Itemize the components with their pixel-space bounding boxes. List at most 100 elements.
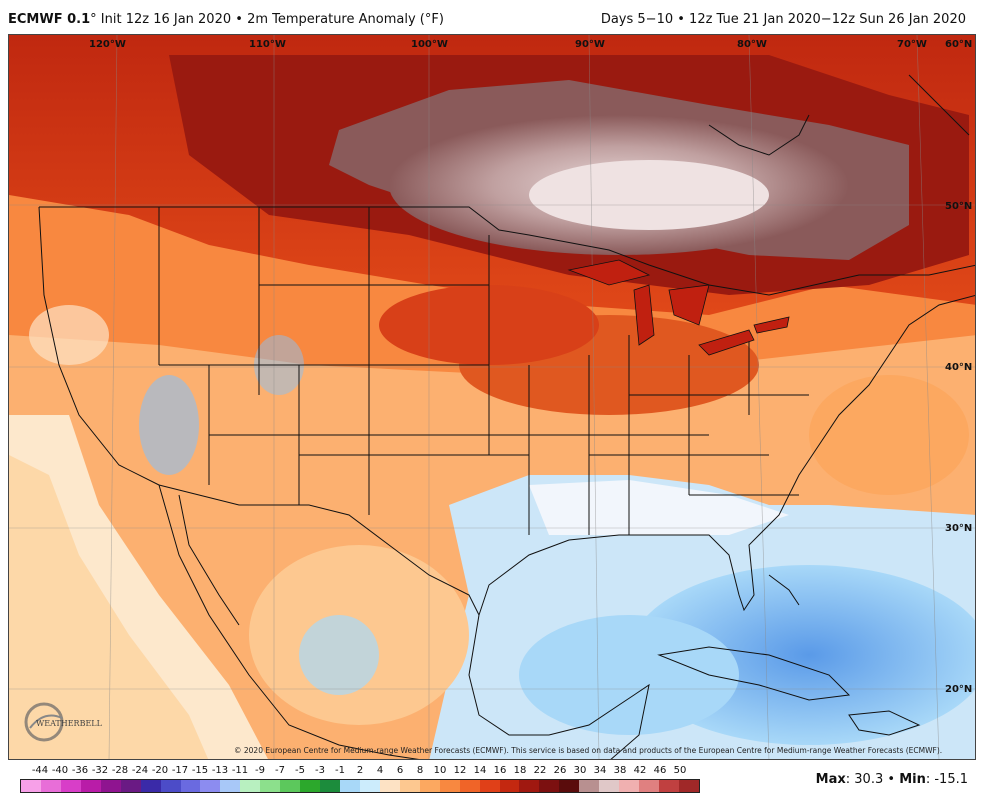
max-min-readout: Max: 30.3 • Min: -15.1 — [815, 772, 968, 787]
colorbar-tick-label: -17 — [171, 765, 189, 776]
colorbar-swatch — [240, 780, 261, 792]
colorbar-tick-label: 34 — [593, 765, 607, 776]
colorbar-tick-label: -5 — [295, 765, 305, 776]
colorbar-tick-label: 42 — [633, 765, 647, 776]
lat-label: 60°N — [945, 39, 973, 50]
lon-label: 110°W — [249, 39, 286, 50]
colorbar-swatch — [619, 780, 640, 792]
mexico-coast — [468, 614, 650, 759]
colorbar-swatch — [678, 780, 699, 792]
colorbar-tick-label: 8 — [416, 765, 424, 776]
svg-text:WEATHERBELL: WEATHERBELL — [36, 719, 102, 728]
us-canada-border — [39, 206, 975, 296]
colorbar-tick-label: 38 — [613, 765, 627, 776]
lat-label: 30°N — [945, 523, 973, 534]
colorbar-tick-label: -44 — [31, 765, 49, 776]
map-canvas — [9, 35, 975, 759]
colorbar-swatch — [539, 780, 560, 792]
colorbar-tick-label: -11 — [231, 765, 249, 776]
colorbar-swatch — [260, 780, 281, 792]
colorbar-swatch — [200, 780, 221, 792]
colorbar-tick-label: -20 — [151, 765, 169, 776]
hispaniola — [848, 710, 921, 736]
graticule — [9, 35, 975, 759]
colorbar — [20, 779, 700, 793]
colorbar-swatch — [180, 780, 201, 792]
weatherbell-logo: WEATHERBELL — [24, 702, 102, 742]
valid-period: Days 5−10 • 12z Tue 21 Jan 2020−12z Sun … — [600, 12, 966, 27]
colorbar-swatch — [379, 780, 400, 792]
colorbar-tick-label: -1 — [335, 765, 345, 776]
lon-label: 120°W — [89, 39, 126, 50]
max-value: : 30.3 — [845, 772, 884, 787]
colorbar-swatch — [300, 780, 321, 792]
colorbar-tick-label: 14 — [473, 765, 487, 776]
colorbar-swatch — [479, 780, 500, 792]
colorbar-ticks: -44 -40 -36 -32 -28 -24 -20 -17 -15 -13 -11 -9 -7 -5-… — [20, 765, 700, 777]
colorbar-swatch — [459, 780, 480, 792]
colorbar-swatch — [399, 780, 420, 792]
colorbar-swatch — [419, 780, 440, 792]
field-name: 2m Temperature Anomaly ( — [247, 12, 425, 27]
colorbar-tick-label: 16 — [493, 765, 507, 776]
copyright-notice: © 2020 European Centre for Medium-range … — [234, 746, 943, 755]
colorbar-swatch — [519, 780, 540, 792]
map-title: ECMWF 0.1° Init 12z 16 Jan 2020 • 2m Tem… — [8, 12, 444, 27]
great-lakes — [567, 259, 790, 356]
colorbar-tick-label: 50 — [673, 765, 687, 776]
colorbar-swatch — [639, 780, 659, 792]
colorbar-tick-label: 4 — [376, 765, 384, 776]
cuba — [657, 646, 851, 701]
lon-label: 70°W — [897, 39, 927, 50]
colorbar-tick-label: 10 — [433, 765, 447, 776]
colorbar-swatch — [160, 780, 181, 792]
colorbar-swatch — [439, 780, 460, 792]
colorbar-swatch — [40, 780, 61, 792]
colorbar-tick-label: -3 — [315, 765, 325, 776]
colorbar-swatch — [559, 780, 580, 792]
colorbar-swatch — [579, 780, 600, 792]
colorbar-swatch — [21, 780, 41, 792]
lat-label: 40°N — [945, 362, 973, 373]
hudson-bay-edge — [708, 114, 810, 156]
colorbar-tick-label: -40 — [51, 765, 69, 776]
colorbar-swatch — [359, 780, 380, 792]
colorbar-tick-label: 6 — [396, 765, 404, 776]
colorbar-swatch — [140, 780, 161, 792]
colorbar-tick-label: 12 — [453, 765, 467, 776]
lat-label: 50°N — [945, 201, 973, 212]
colorbar-tick-label: 2 — [356, 765, 364, 776]
boundaries — [38, 74, 975, 759]
us-mexico-border — [158, 484, 480, 616]
colorbar-swatch — [499, 780, 520, 792]
lon-label: 100°W — [411, 39, 448, 50]
colorbar-swatch — [340, 780, 360, 792]
warm-atlantic — [809, 375, 969, 495]
colorbar-swatch — [599, 780, 620, 792]
anomaly-map: 120°W 110°W 100°W 90°W 80°W 70°W 60°N 50… — [8, 34, 976, 760]
us-gulf-east-coast — [478, 295, 975, 616]
colorbar-tick-label: -24 — [131, 765, 149, 776]
colorbar-tick-label: -32 — [91, 765, 109, 776]
min-value: : -15.1 — [925, 772, 968, 787]
colorbar-swatch — [220, 780, 241, 792]
colorbar-swatch — [320, 780, 340, 792]
colorbar-tick-label: -36 — [71, 765, 89, 776]
colorbar-swatch — [280, 780, 301, 792]
colorbar-swatch — [60, 780, 81, 792]
lon-label: 90°W — [575, 39, 605, 50]
colorbar-tick-label: 26 — [553, 765, 567, 776]
colorbar-tick-label: 22 — [533, 765, 547, 776]
colorbar-swatch — [80, 780, 101, 792]
colorbar-tick-label: -28 — [111, 765, 129, 776]
init-time: Init 12z 16 Jan 2020 — [100, 12, 232, 27]
colorbar-tick-label: 46 — [653, 765, 667, 776]
colorbar-tick-label: 18 — [513, 765, 527, 776]
model-name: ECMWF 0.1 — [8, 12, 91, 27]
lon-label: 80°W — [737, 39, 767, 50]
baja — [178, 494, 240, 626]
colorbar-swatch — [100, 780, 121, 792]
colorbar-tick-label: -7 — [275, 765, 285, 776]
colorbar-swatch — [120, 780, 141, 792]
colorbar-tick-label: -9 — [255, 765, 265, 776]
